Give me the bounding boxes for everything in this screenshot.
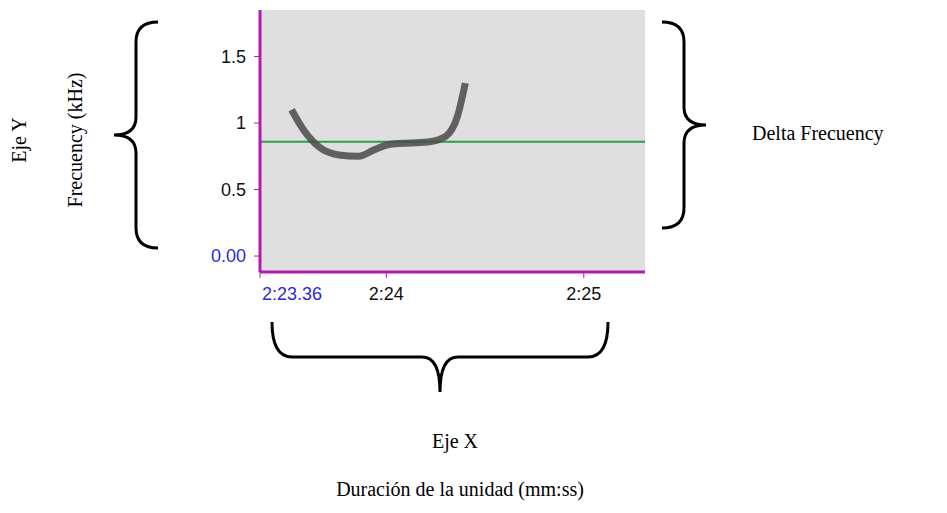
svg-text:Delta Frecuency: Delta Frecuency bbox=[752, 122, 884, 145]
svg-text:2:24: 2:24 bbox=[369, 284, 404, 304]
svg-text:Eje X: Eje X bbox=[432, 430, 479, 453]
svg-text:1.5: 1.5 bbox=[221, 47, 246, 67]
svg-text:Frecuency (kHz): Frecuency (kHz) bbox=[64, 73, 87, 208]
svg-text:Duración de la unidad (mm:ss): Duración de la unidad (mm:ss) bbox=[336, 478, 584, 501]
svg-text:0.5: 0.5 bbox=[221, 180, 246, 200]
svg-text:1: 1 bbox=[236, 113, 246, 133]
svg-text:Eje Y: Eje Y bbox=[8, 117, 31, 162]
svg-text:2:23.36: 2:23.36 bbox=[262, 284, 322, 304]
svg-text:2:25: 2:25 bbox=[566, 284, 601, 304]
svg-text:0.00: 0.00 bbox=[211, 246, 246, 266]
